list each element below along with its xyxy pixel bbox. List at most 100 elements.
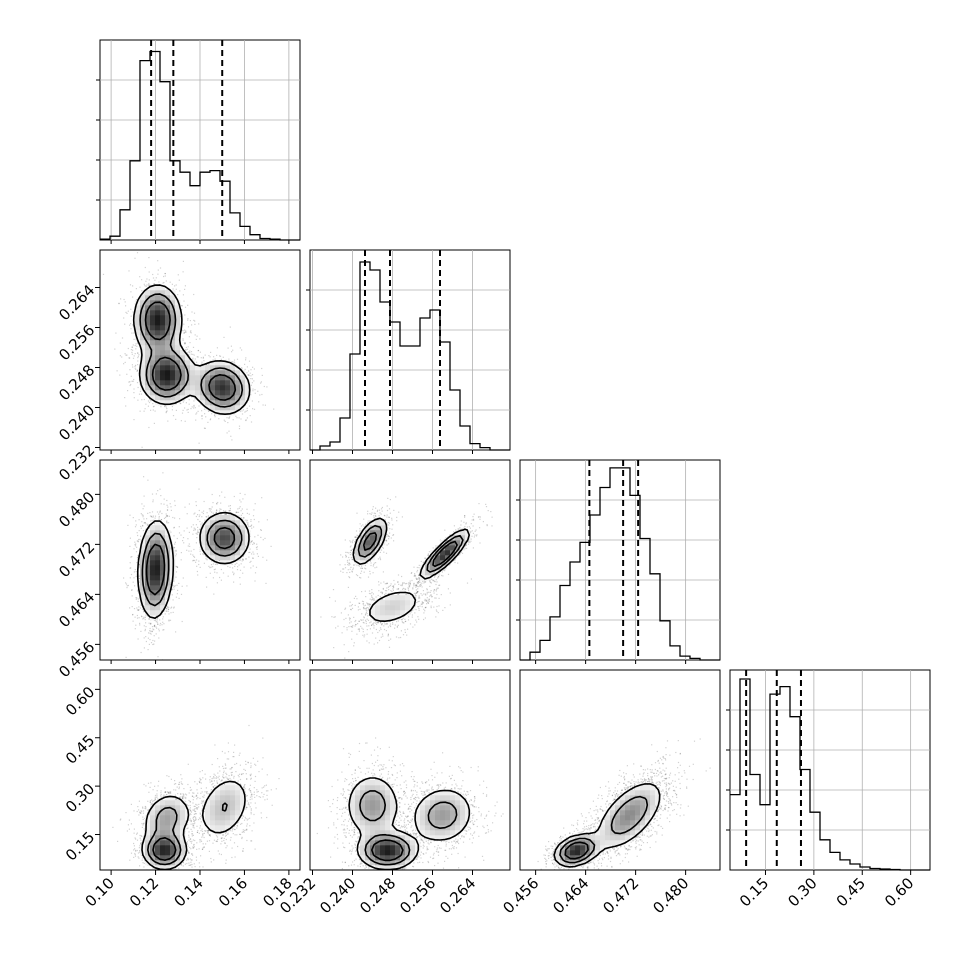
scatter-point bbox=[261, 393, 263, 396]
scatter-point bbox=[138, 577, 140, 580]
scatter-point bbox=[231, 351, 233, 353]
scatter-point bbox=[211, 511, 213, 513]
scatter-point bbox=[227, 565, 229, 568]
scatter-point bbox=[132, 349, 134, 351]
density-cell bbox=[225, 380, 231, 386]
scatter-point bbox=[247, 523, 249, 525]
scatter-point bbox=[258, 401, 260, 403]
scatter-point bbox=[173, 607, 175, 609]
scatter-point bbox=[183, 300, 185, 302]
scatter-point bbox=[154, 620, 156, 622]
density-cell bbox=[200, 385, 206, 391]
scatter-point bbox=[157, 623, 159, 625]
scatter-point bbox=[184, 420, 186, 422]
scatter-point bbox=[184, 331, 186, 333]
scatter-point bbox=[240, 514, 242, 516]
scatter-point bbox=[260, 382, 262, 384]
scatter-point bbox=[249, 561, 251, 563]
scatter-point bbox=[158, 519, 160, 521]
scatter-point bbox=[137, 352, 139, 354]
density-cell bbox=[215, 360, 221, 366]
density-cell bbox=[155, 375, 161, 381]
scatter-point bbox=[264, 404, 266, 406]
scatter-point bbox=[118, 303, 120, 305]
density-cell bbox=[170, 325, 176, 331]
density-cell bbox=[230, 375, 236, 381]
density-cell bbox=[145, 370, 151, 376]
scatter-point bbox=[140, 527, 142, 529]
scatter-point bbox=[205, 555, 207, 558]
scatter-point bbox=[174, 504, 176, 507]
scatter-point bbox=[157, 623, 159, 625]
scatter-point bbox=[166, 289, 168, 291]
scatter-point bbox=[207, 410, 210, 412]
scatter-point bbox=[120, 298, 122, 300]
scatter-point bbox=[246, 519, 248, 521]
scatter-point bbox=[175, 555, 177, 557]
density-cell bbox=[145, 390, 151, 396]
density-cell bbox=[195, 395, 201, 401]
scatter-point bbox=[130, 323, 132, 325]
scatter-point bbox=[193, 319, 195, 321]
scatter-point bbox=[164, 273, 166, 275]
scatter-point bbox=[187, 319, 189, 321]
density-cell bbox=[165, 310, 171, 316]
density-cell bbox=[150, 350, 156, 356]
scatter-point bbox=[136, 252, 139, 254]
scatter-point bbox=[201, 415, 203, 417]
scatter-point bbox=[252, 565, 254, 567]
scatter-point bbox=[174, 541, 176, 543]
density-cell bbox=[145, 300, 151, 306]
scatter-point bbox=[176, 566, 179, 568]
scatter-point bbox=[252, 515, 255, 517]
scatter-point bbox=[175, 409, 177, 411]
scatter-point bbox=[141, 608, 143, 610]
scatter-point bbox=[143, 522, 145, 524]
scatter-point bbox=[233, 359, 236, 361]
scatter-point bbox=[193, 404, 195, 406]
scatter-point bbox=[170, 584, 172, 586]
scatter-point bbox=[132, 285, 134, 287]
scatter-point bbox=[230, 512, 232, 514]
density-cell bbox=[155, 315, 161, 321]
density-cell bbox=[140, 350, 146, 356]
scatter-point bbox=[185, 349, 187, 351]
density-cell bbox=[165, 390, 171, 396]
scatter-point bbox=[188, 354, 190, 356]
scatter-point bbox=[236, 417, 238, 419]
scatter-point bbox=[126, 373, 128, 375]
scatter-point bbox=[250, 541, 253, 543]
scatter-point bbox=[195, 419, 197, 421]
density-cell bbox=[170, 355, 176, 361]
density-cell bbox=[160, 285, 166, 291]
scatter-point bbox=[186, 549, 188, 551]
scatter-point bbox=[198, 515, 200, 518]
scatter-point bbox=[215, 511, 218, 513]
scatter-point bbox=[248, 374, 250, 376]
contour-level-1 bbox=[139, 293, 244, 408]
density-cell bbox=[145, 360, 151, 366]
scatter-point bbox=[188, 336, 190, 338]
scatter-point bbox=[140, 651, 142, 654]
scatter-point bbox=[114, 348, 116, 350]
scatter-point bbox=[143, 518, 145, 520]
scatter-point bbox=[166, 522, 168, 524]
histogram-frame bbox=[519, 459, 721, 661]
scatter-point bbox=[152, 501, 154, 503]
scatter-point bbox=[138, 530, 140, 532]
density-cell bbox=[190, 380, 196, 386]
scatter-point bbox=[139, 390, 142, 392]
scatter-point bbox=[144, 537, 146, 539]
scatter-point bbox=[214, 563, 217, 565]
density-cell bbox=[200, 370, 206, 376]
scatter-point bbox=[171, 594, 173, 596]
scatter-point bbox=[136, 369, 138, 371]
scatter-point bbox=[250, 519, 252, 521]
scatter-point bbox=[232, 349, 234, 351]
density-cell bbox=[210, 390, 216, 396]
scatter-point bbox=[172, 599, 174, 601]
scatter-point bbox=[135, 520, 137, 522]
scatter-point bbox=[188, 351, 190, 353]
scatter-point bbox=[173, 526, 175, 528]
scatter-point bbox=[197, 531, 199, 533]
